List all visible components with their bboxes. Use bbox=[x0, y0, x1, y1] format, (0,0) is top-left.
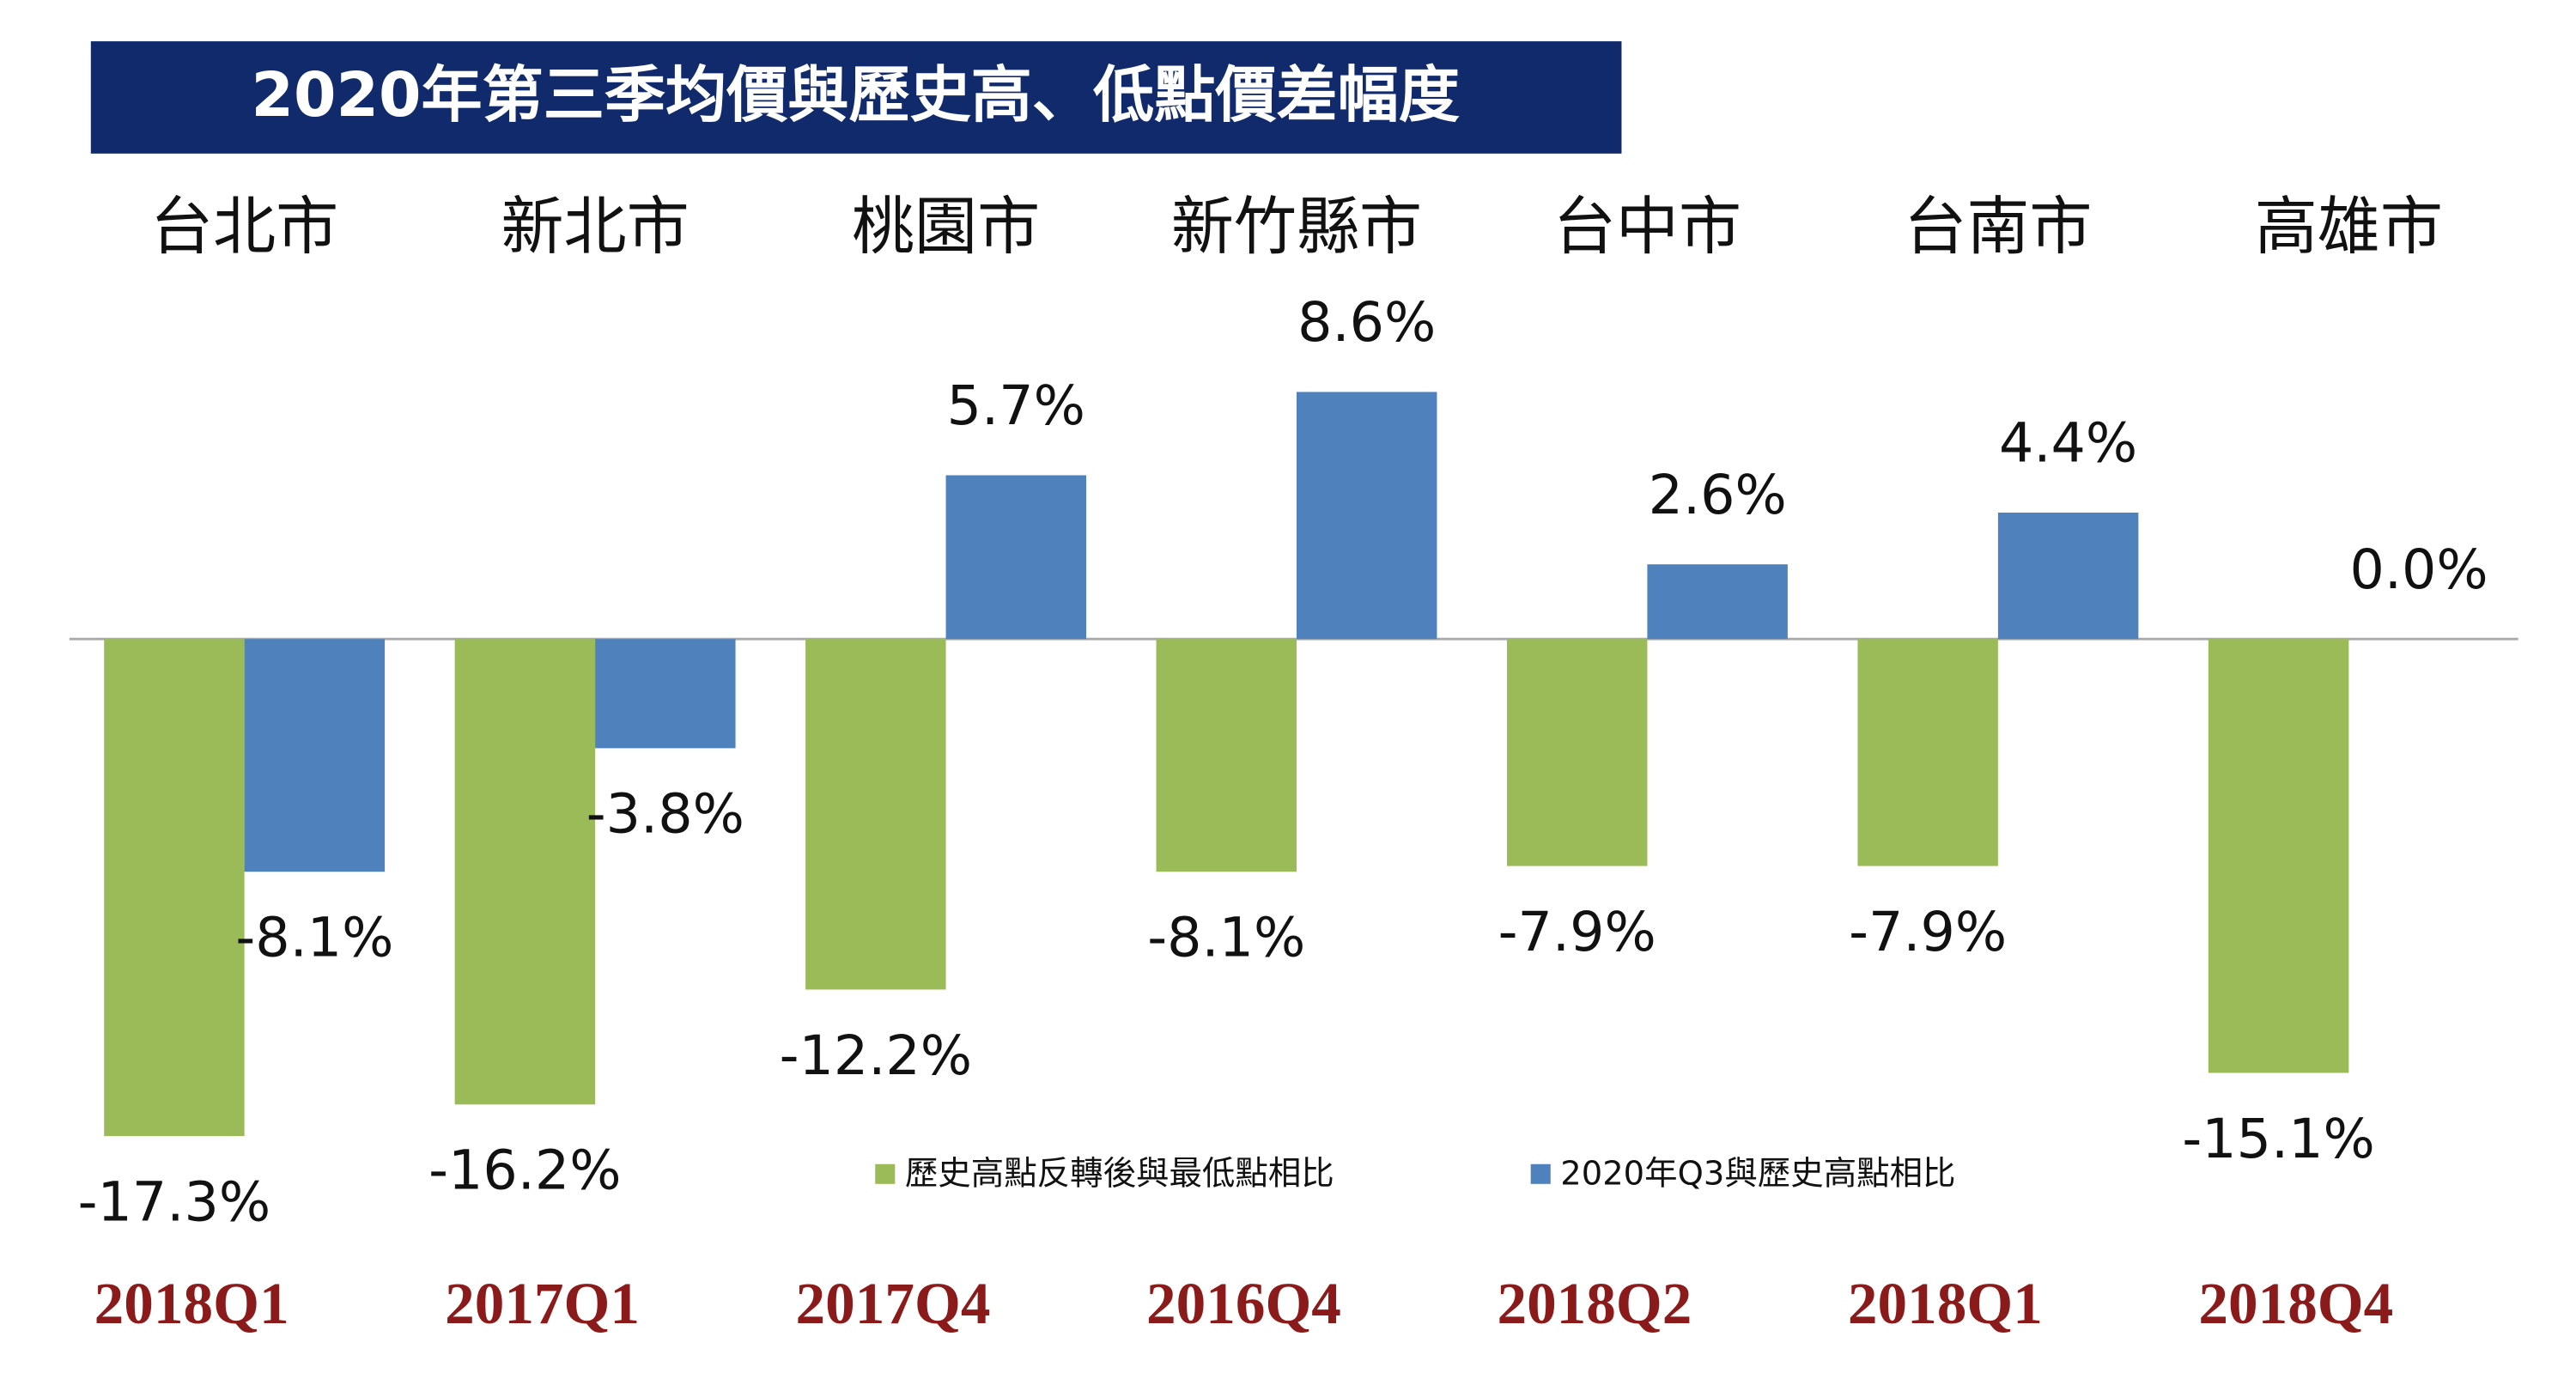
value-label: 5.7% bbox=[947, 374, 1085, 437]
peak-quarter: 2018Q2 bbox=[1497, 1270, 1692, 1336]
legend-swatch bbox=[875, 1163, 896, 1184]
value-label: 2.6% bbox=[1649, 463, 1787, 526]
value-label: 0.0% bbox=[2349, 538, 2488, 601]
category-label: 台北市 bbox=[150, 191, 338, 264]
category-label: 高雄市 bbox=[2255, 191, 2443, 264]
bar bbox=[1506, 639, 1648, 866]
peak-quarter: 2018Q1 bbox=[1848, 1270, 2043, 1336]
bar bbox=[805, 639, 946, 990]
chart-title: 2020年第三季均價與歷史高、低點價差幅度 bbox=[251, 59, 1459, 131]
peak-quarter: 2017Q1 bbox=[445, 1270, 640, 1336]
bar bbox=[1296, 392, 1437, 640]
category-label: 新竹縣市 bbox=[1171, 191, 1422, 264]
bar bbox=[104, 639, 245, 1137]
peak-quarter: 2017Q4 bbox=[796, 1270, 991, 1336]
bar bbox=[595, 639, 736, 749]
value-label: -16.2% bbox=[428, 1139, 621, 1202]
legend-label: 2020年Q3與歷史高點相比 bbox=[1560, 1155, 1955, 1194]
category-label: 台中市 bbox=[1553, 191, 1741, 264]
bar bbox=[1857, 639, 1998, 866]
peak-quarter: 2018Q4 bbox=[2198, 1270, 2393, 1336]
bar bbox=[1156, 639, 1297, 872]
value-label: -3.8% bbox=[586, 782, 744, 846]
value-label: -8.1% bbox=[235, 906, 393, 969]
bar bbox=[1997, 512, 2139, 640]
title-box bbox=[90, 41, 1622, 154]
value-label: -8.1% bbox=[1147, 906, 1305, 969]
value-label: 8.6% bbox=[1297, 290, 1436, 354]
bar bbox=[1647, 564, 1788, 640]
value-label: -17.3% bbox=[78, 1169, 270, 1233]
bar bbox=[454, 639, 596, 1105]
peak-quarter: 2018Q1 bbox=[94, 1270, 289, 1336]
value-label: 4.4% bbox=[1999, 411, 2137, 475]
value-label: -12.2% bbox=[780, 1024, 972, 1087]
value-label: -7.9% bbox=[1498, 900, 1656, 963]
category-label: 台南市 bbox=[1904, 191, 2092, 264]
bar bbox=[2208, 639, 2349, 1073]
category-label: 桃園市 bbox=[852, 191, 1040, 264]
bar bbox=[945, 475, 1087, 640]
value-label: -15.1% bbox=[2182, 1107, 2374, 1170]
bar bbox=[244, 639, 386, 872]
category-label: 新北市 bbox=[501, 191, 690, 264]
peak-quarter: 2016Q4 bbox=[1146, 1270, 1341, 1336]
legend-label: 歷史高點反轉後與最低點相比 bbox=[905, 1155, 1334, 1194]
value-label: -7.9% bbox=[1849, 900, 2007, 963]
legend-swatch bbox=[1530, 1163, 1551, 1184]
